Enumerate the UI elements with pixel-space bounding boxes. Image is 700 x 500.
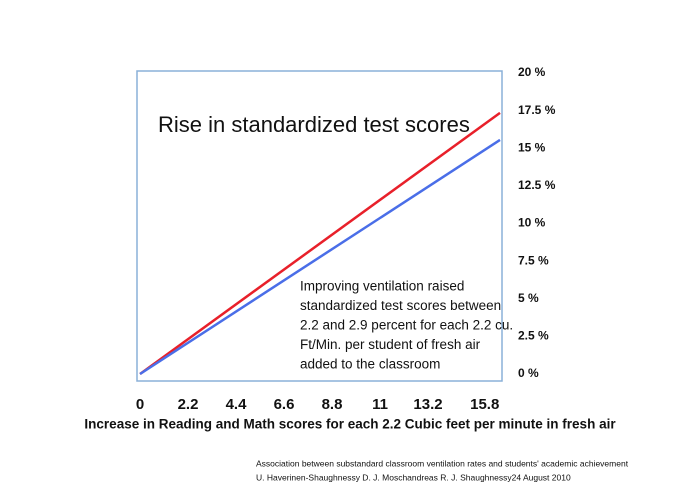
x-tick-label: 8.8 xyxy=(322,396,343,413)
source-line: Association between substandard classroo… xyxy=(256,458,629,468)
x-tick-label: 11 xyxy=(372,396,388,413)
annotation-line: 2.2 and 2.9 percent for each 2.2 cu. xyxy=(300,318,513,333)
x-tick-label: 13.2 xyxy=(413,396,442,413)
y-tick-label: 20 % xyxy=(518,65,546,79)
x-tick-label: 15.8 xyxy=(470,396,499,413)
annotation-line: Ft/Min. per student of fresh air xyxy=(300,337,481,352)
source-line: U. Haverinen-Shaughnessy D. J. Moschandr… xyxy=(256,472,571,482)
x-tick-label: 0 xyxy=(136,396,144,413)
y-tick-label: 15 % xyxy=(518,140,546,154)
annotation-line: Improving ventilation raised xyxy=(300,279,464,294)
annotation-line: standardized test scores between xyxy=(300,298,501,313)
plot-frame xyxy=(136,70,503,382)
x-tick-label: 6.6 xyxy=(274,396,295,413)
y-tick-label: 2.5 % xyxy=(518,329,549,343)
y-tick-label: 0 % xyxy=(518,366,539,380)
x-tick-label: 2.2 xyxy=(178,396,199,413)
data-line xyxy=(139,138,501,376)
data-line xyxy=(139,111,501,376)
x-axis-label: Increase in Reading and Math scores for … xyxy=(84,417,616,432)
y-tick-label: 17.5 % xyxy=(518,103,556,117)
x-tick-label: 4.4 xyxy=(226,396,248,413)
y-tick-label: 7.5 % xyxy=(518,253,549,267)
y-tick-label: 5 % xyxy=(518,291,539,305)
chart-title: Rise in standardized test scores xyxy=(158,112,470,137)
y-tick-label: 12.5 % xyxy=(518,178,556,192)
y-tick-label: 10 % xyxy=(518,216,546,230)
annotation-line: added to the classroom xyxy=(300,357,440,372)
